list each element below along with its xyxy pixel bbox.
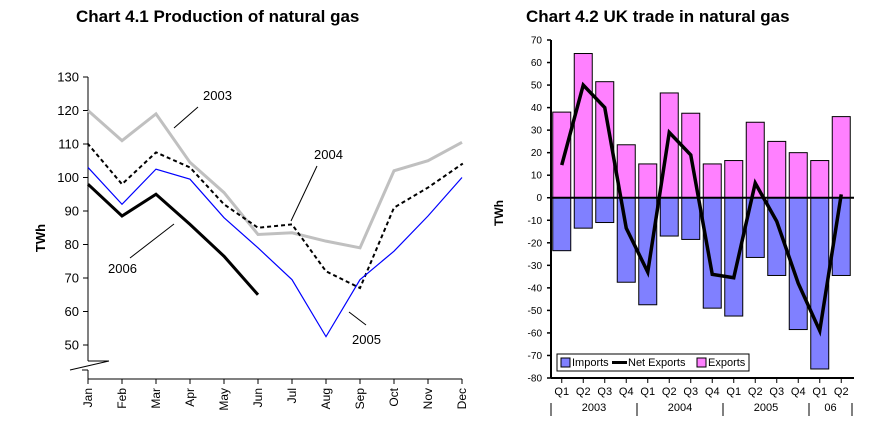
bar-imports (659, 197, 679, 237)
y-tick-label: -50 (528, 306, 543, 317)
annotation-leader-2005 (348, 311, 367, 326)
x-tick-label: Q3 (597, 386, 612, 398)
x-tick-label: Q4 (791, 386, 806, 398)
y-tick-label: 20 (531, 148, 543, 159)
x-tick-label: Oct (387, 387, 401, 406)
x-tick-label: Q4 (619, 386, 634, 398)
annotation-2005: 2005 (352, 332, 381, 347)
y-tick-label: 110 (58, 137, 79, 152)
year-group-label: 2004 (668, 402, 692, 414)
bar-exports (573, 53, 593, 199)
legend-label-net-exports: Net Exports (628, 357, 686, 369)
chart-4-2-title: Chart 4.2 UK trade in natural gas (526, 7, 790, 26)
bar-exports (788, 152, 808, 199)
x-tick-label: Q2 (576, 386, 591, 398)
bar-imports (681, 197, 701, 240)
y-tick-label: -70 (528, 351, 543, 362)
y-tick-label: -20 (528, 238, 543, 249)
x-tick-label: May (217, 388, 231, 411)
x-tick-label: Feb (115, 388, 129, 409)
year-group-label: 2005 (754, 402, 778, 414)
x-tick-label: Q3 (683, 386, 698, 398)
x-tick-label: Apr (183, 388, 197, 407)
x-tick-label: Q4 (705, 386, 720, 398)
x-tick-label: Q2 (834, 386, 849, 398)
annotation-2003: 2003 (203, 88, 232, 103)
y-tick-label: 40 (531, 103, 543, 114)
annotation-leader-2006 (129, 223, 175, 259)
x-tick-label: Aug (319, 388, 333, 409)
x-tick-label: Jan (81, 388, 95, 407)
y-tick-label: 70 (65, 271, 79, 286)
bar-exports (702, 163, 722, 199)
x-tick-label: Mar (149, 388, 163, 409)
x-tick-label: Q1 (554, 386, 569, 398)
y-tick-label: 30 (531, 126, 543, 137)
series-line-2006 (86, 183, 260, 296)
y-tick-label: -10 (528, 216, 543, 227)
y-tick-label: 90 (65, 204, 79, 219)
y-tick-label: 0 (536, 193, 542, 204)
bar-imports (595, 197, 615, 224)
x-tick-label: Q1 (812, 386, 827, 398)
annotation-2004: 2004 (314, 147, 343, 162)
y-tick-label: 80 (65, 237, 79, 252)
y-tick-label: 120 (57, 103, 79, 118)
legend: Imports Net Exports Exports (556, 353, 750, 372)
legend-label-exports: Exports (708, 357, 746, 369)
y-tick-label: 130 (57, 70, 79, 85)
legend-label-imports: Imports (572, 357, 609, 369)
y-axis-label: TWh (33, 224, 48, 252)
annotation-2006: 2006 (108, 261, 137, 276)
bar-exports (724, 160, 744, 199)
bar-exports (552, 111, 572, 199)
x-tick-label: Q1 (726, 386, 741, 398)
x-tick-label: Jun (251, 388, 265, 407)
bar-exports (831, 116, 851, 199)
x-tick-label: Q1 (640, 386, 655, 398)
annotation-leader-2003 (173, 106, 199, 129)
y-tick-label: 50 (65, 338, 79, 353)
x-tick-label: Q3 (769, 386, 784, 398)
year-group-label: 2003 (582, 402, 606, 414)
axis-break-slash (69, 360, 110, 371)
x-tick-label: Q2 (748, 386, 763, 398)
x-tick-label: Q2 (662, 386, 677, 398)
y-tick-label: 50 (531, 81, 543, 92)
bar-imports (638, 197, 658, 306)
series-line-net-exports (560, 81, 843, 337)
production-line-chart: 50 60 70 80 90 100 110 120 130 Jan Feb Mar Apr May Jun… (33, 70, 469, 411)
y-axis-label: TWh (492, 200, 506, 226)
x-tick-label: Sep (353, 388, 367, 410)
y-tick-label: 10 (531, 171, 543, 182)
y-tick-label: -60 (528, 328, 543, 339)
x-tick-label: Nov (421, 388, 435, 409)
y-tick-label: 70 (531, 36, 543, 47)
legend-swatch-imports (560, 357, 571, 368)
legend-swatch-exports (696, 357, 707, 368)
bar-imports (573, 197, 593, 229)
y-tick-label: 60 (65, 304, 79, 319)
bar-exports (767, 140, 787, 199)
y-tick-label: 100 (57, 170, 79, 185)
bar-imports (552, 197, 572, 252)
annotation-leader-2004 (290, 165, 318, 222)
year-group-label: 06 (824, 402, 836, 414)
y-tick-label: 60 (531, 58, 543, 69)
series-line-2003 (87, 109, 463, 250)
y-tick-label: -40 (528, 283, 543, 294)
bar-exports (638, 163, 658, 199)
bar-exports (810, 160, 830, 199)
x-tick-label: Dec (455, 388, 469, 409)
y-tick-label: -30 (528, 261, 543, 272)
series-line-2004 (86, 142, 464, 290)
chart-4-1-title: Chart 4.1 Production of natural gas (76, 7, 360, 26)
bar-imports (702, 197, 722, 309)
y-tick-label: -80 (528, 374, 543, 385)
series-line-2005 (87, 167, 463, 338)
x-tick-label: Jul (285, 388, 299, 403)
